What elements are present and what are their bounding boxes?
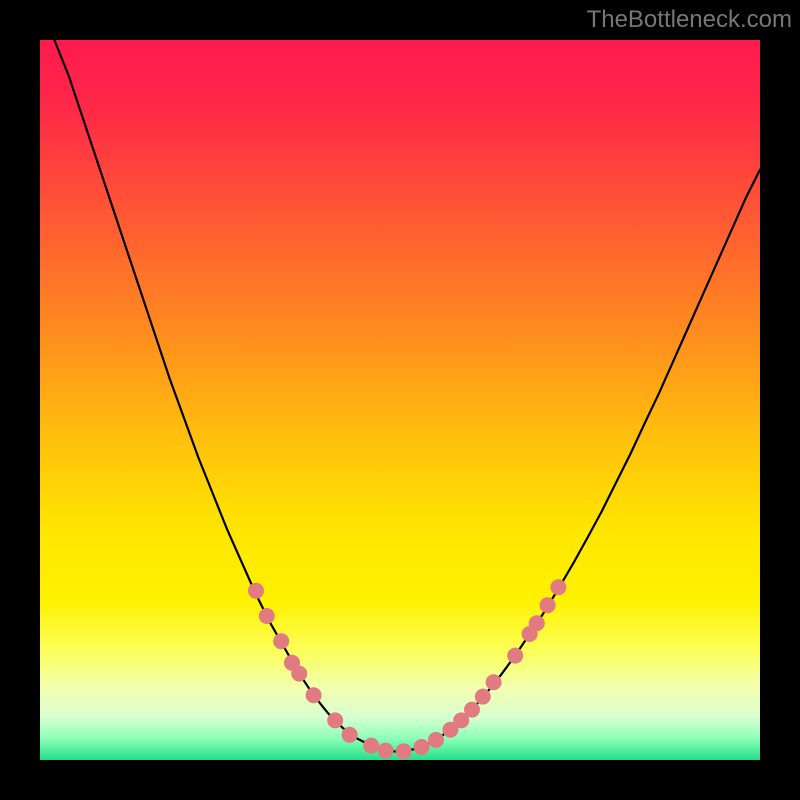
chart-svg — [0, 0, 800, 800]
data-marker — [248, 583, 264, 599]
data-marker — [306, 687, 322, 703]
data-marker — [475, 689, 491, 705]
data-marker — [342, 727, 358, 743]
data-marker — [507, 648, 523, 664]
data-marker — [363, 738, 379, 754]
chart-root: TheBottleneck.com — [0, 0, 800, 800]
data-marker — [327, 712, 343, 728]
data-marker — [259, 608, 275, 624]
data-marker — [396, 743, 412, 759]
plot-background — [40, 40, 760, 760]
data-marker — [464, 702, 480, 718]
data-marker — [428, 732, 444, 748]
data-marker — [378, 743, 394, 759]
data-marker — [273, 633, 289, 649]
data-marker — [540, 597, 556, 613]
data-marker — [291, 666, 307, 682]
data-marker — [529, 615, 545, 631]
watermark-text: TheBottleneck.com — [587, 6, 792, 34]
data-marker — [550, 579, 566, 595]
data-marker — [414, 739, 430, 755]
data-marker — [486, 674, 502, 690]
